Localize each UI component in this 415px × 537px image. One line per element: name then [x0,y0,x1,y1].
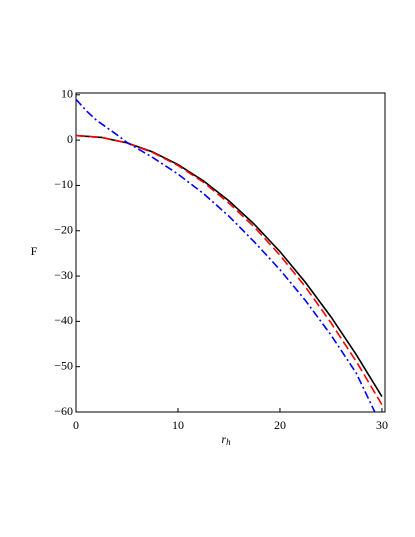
y-tick-label: −20 [54,223,73,237]
x-tick-label: 20 [274,418,286,432]
data-line [75,134,383,398]
x-axis-label: rh [221,432,231,447]
x-label-main: r [221,432,226,446]
x-label-subscript: h [226,437,231,447]
plot-frame [75,92,386,413]
y-tick-label: −30 [54,268,73,282]
y-tick-label: −40 [54,313,73,327]
y-axis-label: F [31,244,38,258]
x-tick-label: 30 [376,418,388,432]
x-tick-label: 0 [73,418,79,432]
data-line [75,98,376,413]
y-tick-label: −10 [54,177,73,191]
y-tick-label: 10 [61,87,73,101]
x-tick-label: 10 [172,418,184,432]
y-tick-label: −50 [54,358,73,372]
data-line [75,134,383,406]
y-tick-label: −60 [54,404,73,418]
y-tick-label: 0 [67,132,73,146]
